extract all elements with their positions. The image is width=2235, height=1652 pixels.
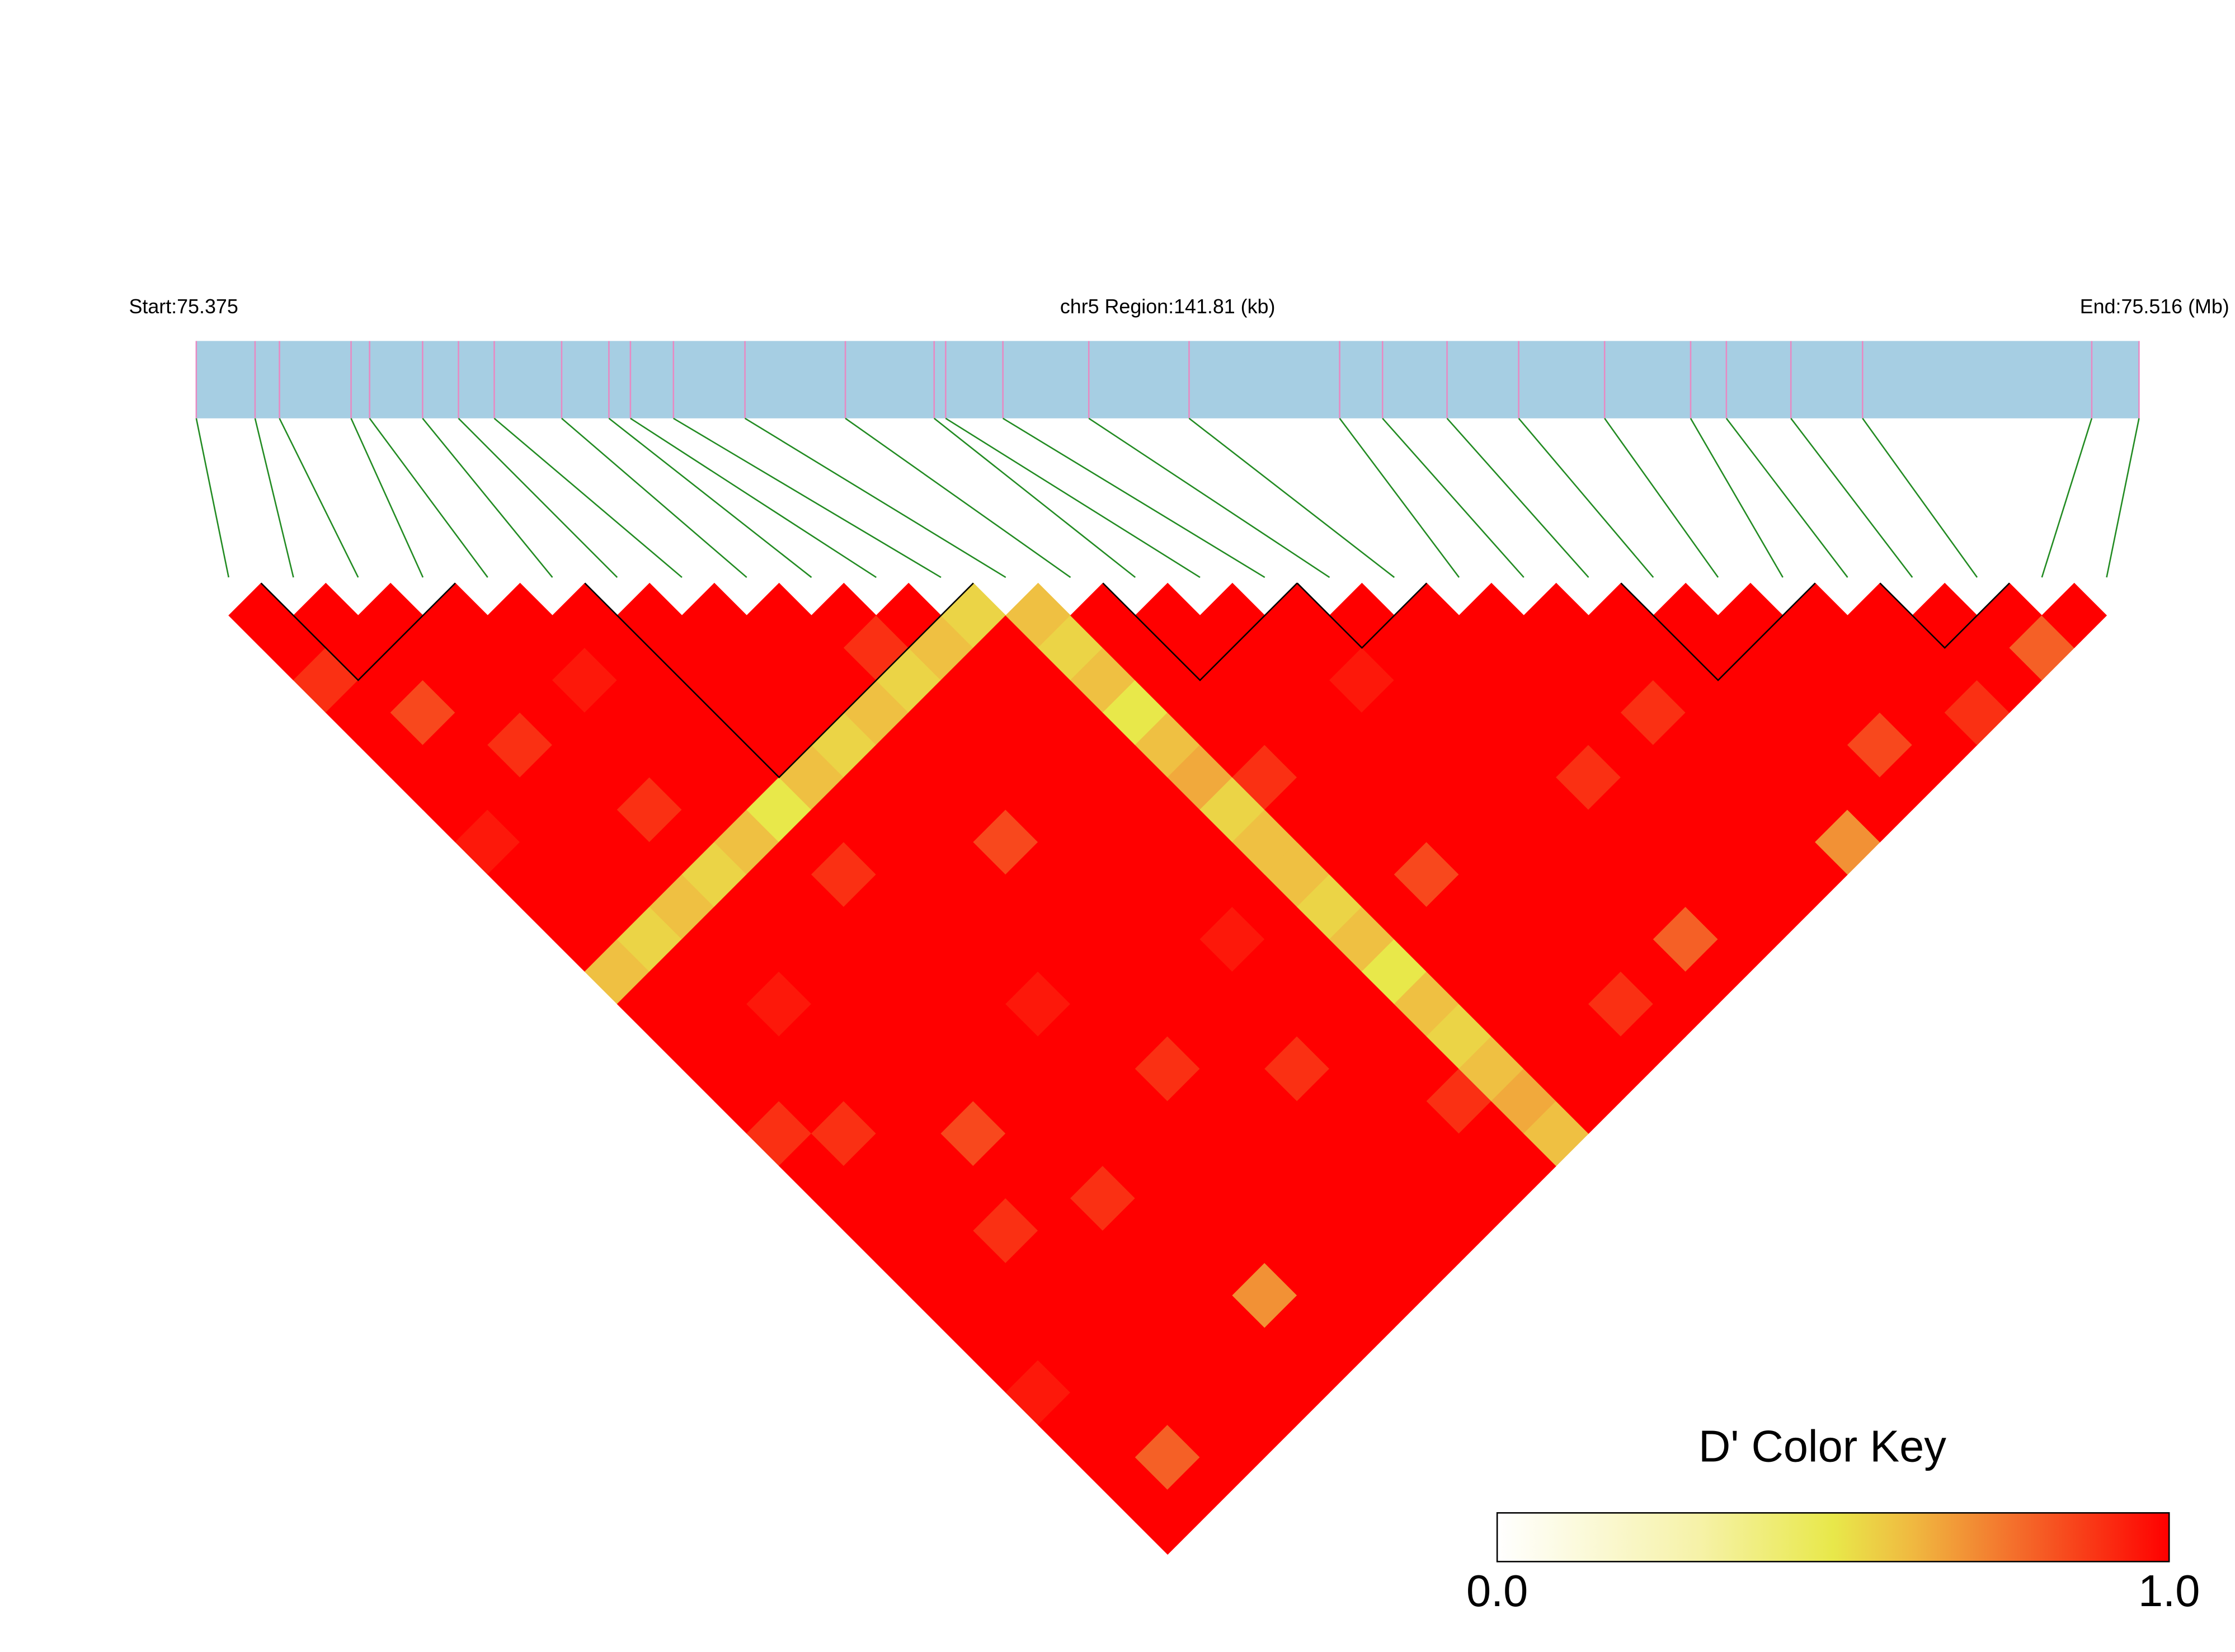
snp-connector <box>1339 418 1460 578</box>
snp-connector <box>2041 418 2093 578</box>
snp-connector <box>369 418 488 578</box>
ld-cell <box>2041 582 2107 648</box>
snp-connector <box>673 417 942 578</box>
legend-title: D' Color Key <box>1698 1422 1946 1471</box>
snp-connector <box>2106 418 2140 578</box>
snp-connector <box>1003 417 1265 578</box>
snp-connector <box>1088 417 1330 578</box>
snp-connector <box>744 417 1006 578</box>
haplotype-block <box>1296 582 1428 649</box>
snp-connector <box>458 417 618 578</box>
snp-connector <box>254 418 294 578</box>
snp-connector <box>1690 418 1784 578</box>
genome-bar <box>196 341 2139 418</box>
snp-connector <box>1518 417 1654 578</box>
haplotype-block <box>1879 582 2010 649</box>
snp-connector <box>1790 418 1913 578</box>
snp-connector <box>350 418 424 578</box>
snp-connector <box>1862 418 1978 578</box>
key-tick-label: 1.0 <box>2138 1566 2200 1616</box>
key-tick-label: 0.0 <box>1466 1566 1528 1616</box>
snp-connector <box>1604 418 1719 578</box>
snp-connector <box>933 417 1136 578</box>
snp-connector <box>1382 417 1524 578</box>
snp-connector <box>1446 417 1589 578</box>
color-key <box>1496 1512 2170 1562</box>
snp-connector <box>561 417 747 578</box>
snp-connector <box>195 418 229 578</box>
snp-connector <box>279 418 359 578</box>
snp-connector <box>608 417 812 578</box>
haplotype-block <box>584 582 974 779</box>
snp-connector <box>1725 418 1848 578</box>
haplotype-block <box>1102 582 1298 681</box>
snp-connector <box>1188 417 1395 578</box>
haplotype-block <box>1620 582 1816 681</box>
region-label: chr5 Region:141.81 (kb) <box>1060 295 1276 318</box>
snp-connector <box>945 417 1201 578</box>
end-label: End:75.516 (Mb) <box>2080 295 2229 318</box>
snp-connector <box>845 417 1071 578</box>
snp-connector <box>493 417 683 578</box>
snp-connector <box>422 417 553 578</box>
start-label: Start:75.375 <box>129 295 238 318</box>
haplotype-block <box>260 582 456 681</box>
snp-connector <box>630 417 877 578</box>
